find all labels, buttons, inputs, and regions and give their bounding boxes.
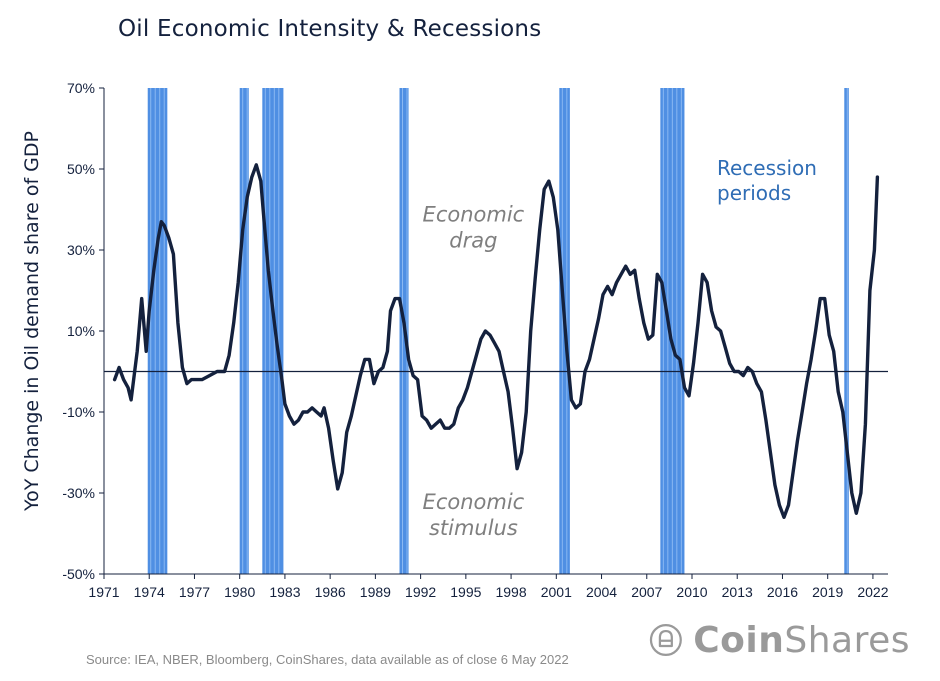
x-tick-label: 2004 (586, 584, 617, 600)
y-tick-label: 10% (67, 323, 95, 339)
x-tick-label: 1974 (134, 584, 165, 600)
x-tick-label: 1995 (450, 584, 481, 600)
y-tick-label: 70% (67, 80, 95, 96)
annotation: Economic stimulus (423, 490, 525, 540)
source-note: Source: IEA, NBER, Bloomberg, CoinShares… (86, 652, 569, 667)
chart-title: Oil Economic Intensity & Recessions (118, 16, 542, 42)
recession-band (239, 88, 249, 574)
coinshares-logo-icon (649, 623, 682, 657)
recession-legend: Recession periods (717, 156, 817, 205)
coinshares-logo: CoinShares (648, 612, 910, 668)
y-axis-label: YoY Change in Oil demand share of GDP (21, 131, 43, 512)
legend-line: periods (717, 181, 791, 205)
y-tick-label: 30% (67, 242, 95, 258)
annotation-line: stimulus (429, 516, 518, 540)
y-tick-label: -10% (62, 404, 95, 420)
recession-band (262, 88, 284, 574)
recession-legend-label: Recession periods (717, 156, 817, 205)
y-tick-label: 50% (67, 161, 95, 177)
recession-band (147, 88, 168, 574)
tick-labels: -50% -30% -10% 10% 30% 50% 70% 1971 1974 1977 1980… (62, 80, 888, 600)
x-tick-label: 2007 (631, 584, 662, 600)
x-tick-label: 1992 (405, 584, 436, 600)
annotation-line: Economic (423, 490, 525, 514)
x-tick-label: 1998 (495, 584, 526, 600)
legend-line: Recession (717, 156, 817, 180)
recession-band (844, 88, 849, 574)
x-tick-label: 2016 (767, 584, 798, 600)
recession-band (660, 88, 685, 574)
x-tick-label: 1983 (269, 584, 300, 600)
y-tick-label: -50% (62, 566, 95, 582)
logo-wordmark: CoinShares (693, 620, 910, 661)
x-tick-label: 1986 (315, 584, 346, 600)
x-tick-label: 1971 (88, 584, 119, 600)
logo-suffix: Shares (784, 619, 910, 661)
series-line-oil-intensity (112, 163, 880, 519)
annotation-line: drag (449, 229, 497, 253)
logo-prefix: Coin (693, 619, 785, 661)
x-tick-label: 2019 (812, 584, 843, 600)
annotation-line: Economic (423, 203, 525, 227)
x-tick-label: 2013 (722, 584, 753, 600)
annotation: Economic drag (423, 203, 525, 253)
x-tick-label: 2001 (541, 584, 572, 600)
x-tick-label: 1980 (224, 584, 255, 600)
recession-bands (147, 88, 849, 574)
y-tick-label: -30% (62, 485, 95, 501)
x-tick-label: 2022 (857, 584, 888, 600)
x-tick-label: 1977 (179, 584, 210, 600)
x-tick-label: 2010 (676, 584, 707, 600)
x-tick-label: 1989 (360, 584, 391, 600)
